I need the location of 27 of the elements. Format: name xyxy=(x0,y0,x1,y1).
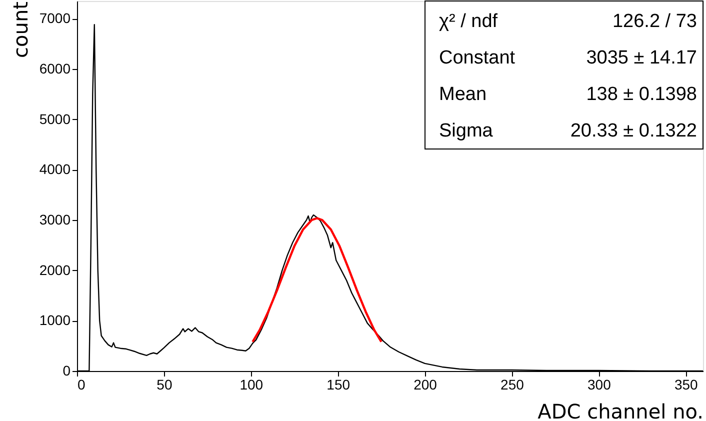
annotation: Sigma xyxy=(439,120,494,142)
y-tick-label: 5000 xyxy=(39,110,71,127)
x-tick-label: 350 xyxy=(674,376,698,392)
annotation: 138 ± 0.1398 xyxy=(586,84,697,105)
annotation: χ² / ndf xyxy=(439,11,498,32)
y-axis-title: count xyxy=(8,1,32,58)
x-tick-label: 50 xyxy=(156,376,172,392)
y-tick-label: 1000 xyxy=(39,312,71,328)
annotation: 20.33 ± 0.1322 xyxy=(570,120,697,142)
x-tick-label: 0 xyxy=(78,376,86,392)
x-tick-label: 100 xyxy=(240,376,264,392)
annotation: Constant xyxy=(439,48,516,68)
line-series xyxy=(252,217,382,343)
annotation: Mean xyxy=(439,84,487,105)
y-tick-label: 7000 xyxy=(39,10,71,26)
x-tick-label: 300 xyxy=(587,376,612,392)
annotation: 126.2 / 73 xyxy=(612,11,697,32)
y-tick-label: 2000 xyxy=(39,262,71,278)
y-tick-label: 6000 xyxy=(39,60,71,76)
x-tick-label: 150 xyxy=(326,376,350,392)
annotation: 3035 ± 14.17 xyxy=(586,48,697,68)
x-tick-label: 250 xyxy=(500,376,524,392)
x-tick-label: 200 xyxy=(414,376,438,392)
y-tick-label: 4000 xyxy=(39,161,71,178)
y-tick-label: 3000 xyxy=(39,211,71,228)
y-tick-label: 0 xyxy=(62,362,71,378)
x-axis-title: ADC channel no. xyxy=(538,400,704,421)
